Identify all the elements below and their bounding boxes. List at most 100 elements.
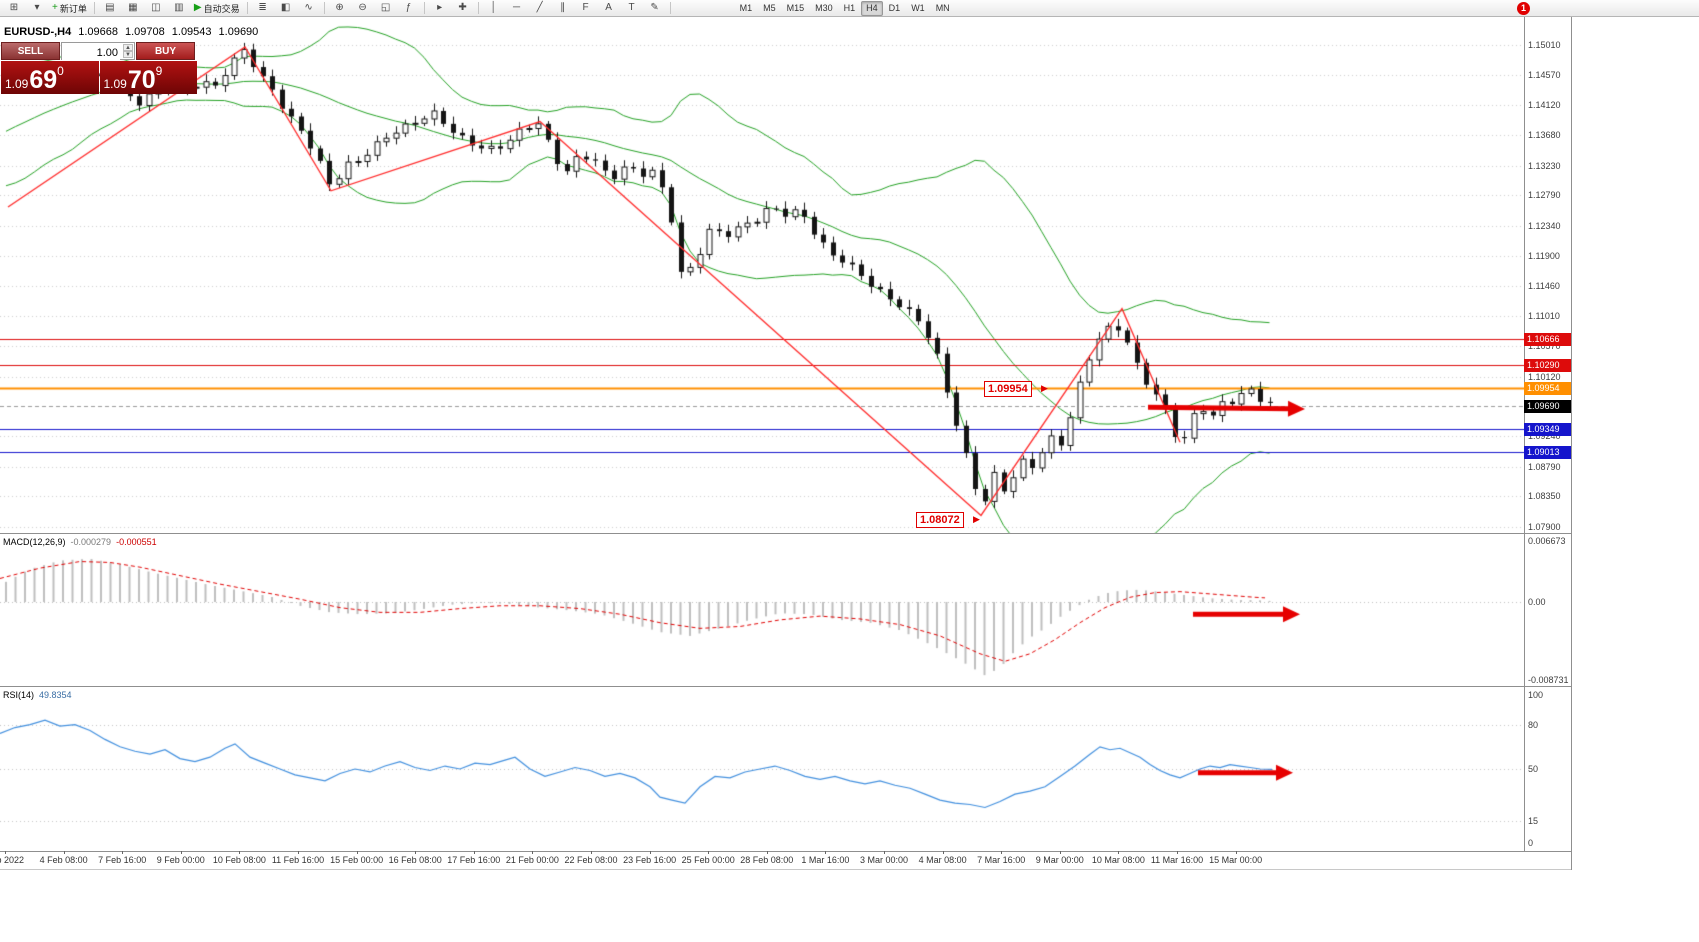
data-window-button[interactable]: ▦ [122,0,144,17]
price-axis-tick: 1.07900 [1528,522,1561,532]
timeframe-h1-button[interactable]: H1 [843,2,856,13]
cursor-tool-icon: ▸ [437,2,443,13]
market-watch-button[interactable]: ▤ [99,0,121,17]
candlestick-chart-button[interactable]: ◧ [275,0,297,17]
panel-separator[interactable] [0,533,1572,534]
timeframe-m30-button[interactable]: M30 [815,2,833,13]
new-chart-button[interactable]: ⊞ [3,0,25,17]
bar-chart-icon: ≣ [258,2,267,13]
chart-title: EURUSD-,H4 1.09668 1.09708 1.09543 1.09690 [4,26,265,38]
line-chart-button[interactable]: ∿ [298,0,320,17]
notification-badge[interactable]: 1 [1517,2,1530,15]
zoom-out-button[interactable]: ⊖ [352,0,374,17]
ask-pip-digit: 9 [155,64,163,78]
time-axis-tick [239,851,241,854]
zoom-in-button[interactable]: ⊕ [329,0,351,17]
price-annotation-2[interactable]: 1.08072 [916,512,964,528]
crosshair-tool-icon: ✚ [458,2,467,13]
ask-price-display[interactable]: 1.09 70 9 [99,61,197,94]
bid-big-digits: 69 [29,65,58,94]
horizontal-line-tool-button[interactable]: ─ [506,0,528,17]
rsi-name: RSI(14) [3,690,35,700]
cursor-tool-button[interactable]: ▸ [429,0,451,17]
volume-decrement-button[interactable]: ▼ [123,51,133,58]
price-axis-tick: 1.13680 [1528,130,1561,141]
indicators-button[interactable]: ƒ [398,0,420,17]
timeframe-w1-button[interactable]: W1 [911,2,925,13]
main-toolbar: ⊞ ▾ + 新订单 ▤ ▦ ◫ ▥ ▶ 自动交易 ≣ ◧ ∿ ⊕ ⊖ ◱ ƒ ▸ ✚ │ ─ ╱ ∥ F A T ✎ M1 M5 M15 M… [0,0,1699,17]
timeframe-m1-button[interactable]: M1 [739,2,753,13]
fibonacci-tool-button[interactable]: F [575,0,597,17]
bid-pip-digit: 0 [57,64,64,78]
macd-axis-tick: 0.006673 [1528,536,1566,546]
tile-windows-button[interactable]: ◱ [375,0,397,17]
time-axis-label: 10 Mar 08:00 [1091,855,1145,865]
bid-price-display[interactable]: 1.09 69 0 [1,61,99,94]
price-axis-tick: 1.08790 [1528,461,1561,472]
buy-button[interactable]: BUY [136,42,195,60]
time-axis-label: 9 Feb 00:00 [156,855,205,865]
bar-chart-button[interactable]: ≣ [252,0,274,17]
price-annotation-1[interactable]: 1.09954 [984,381,1032,397]
time-axis-label: 4 Mar 08:00 [918,855,967,865]
text-tool-button[interactable]: A [598,0,620,17]
time-axis-tick [1001,851,1003,854]
new-order-button[interactable]: + 新订单 [49,0,90,17]
volume-increment-button[interactable]: ▲ [123,44,133,51]
main-chart-canvas[interactable] [0,17,1524,533]
horizontal-line-tool-icon: ─ [513,2,521,13]
rsi-axis-tick: 100 [1528,690,1544,700]
profiles-button[interactable]: ▾ [26,0,48,17]
toolbar-separator [246,2,248,14]
time-axis-label: 7 Feb 16:00 [98,855,147,865]
auto-trading-button[interactable]: ▶ 自动交易 [191,0,243,17]
trendline-tool-button[interactable]: ╱ [529,0,551,17]
panel-separator[interactable] [0,686,1572,687]
crosshair-tool-button[interactable]: ✚ [452,0,474,17]
time-axis-tick [825,851,827,854]
rsi-indicator-canvas[interactable] [0,687,1524,851]
channel-tool-button[interactable]: ∥ [552,0,574,17]
timeframe-h4-button[interactable]: H4 [861,0,883,16]
new-order-label: 新订单 [59,3,87,14]
new-order-icon: + [52,2,58,13]
macd-main-value: -0.000279 [70,537,112,547]
timeframe-d1-button[interactable]: D1 [888,2,901,13]
timeframe-mn-button[interactable]: MN [935,2,950,13]
fibonacci-tool-icon: F [582,2,589,13]
price-axis-tick: 1.10120 [1528,371,1561,382]
sell-button[interactable]: SELL [1,42,60,60]
trendline-tool-icon: ╱ [536,2,543,13]
toolbar-separator [669,2,671,14]
price-axis-tick: 1.15010 [1528,40,1561,50]
navigator-button[interactable]: ◫ [145,0,167,17]
price-axis-tick: 1.13230 [1528,160,1561,171]
channel-tool-icon: ∥ [560,2,566,13]
time-axis-label: 28 Feb 08:00 [740,855,794,865]
volume-input[interactable] [62,45,120,60]
level-price-label: 1.09349 [1524,422,1571,436]
auto-trading-icon: ▶ [193,2,202,13]
bid-prefix: 1.09 [5,77,29,91]
level-price-label: 1.10666 [1524,333,1571,347]
macd-indicator-canvas[interactable] [0,534,1524,686]
new-chart-icon: ⊞ [9,2,19,13]
time-axis-label: 11 Mar 16:00 [1150,855,1204,865]
vertical-line-tool-button[interactable]: │ [483,0,505,17]
timeframe-m5-button[interactable]: M5 [763,2,776,13]
rsi-axis-tick: 0 [1528,838,1534,848]
timeframe-m15-button[interactable]: M15 [786,2,805,13]
arrows-tool-button[interactable]: ✎ [644,0,666,17]
navigator-icon: ◫ [151,2,161,13]
window-right-border [1571,17,1572,870]
zoom-in-icon: ⊕ [335,2,344,13]
terminal-button[interactable]: ▥ [168,0,190,17]
text-tool-icon: A [605,2,612,13]
time-axis-label: 11 Feb 16:00 [271,855,325,865]
time-axis-label: 23 Feb 16:00 [623,855,677,865]
time-axis-tick [708,851,710,854]
label-tool-button[interactable]: T [621,0,643,17]
macd-axis-tick: -0.008731 [1528,675,1569,685]
time-axis-tick [766,851,768,854]
market-watch-icon: ▤ [105,2,115,13]
